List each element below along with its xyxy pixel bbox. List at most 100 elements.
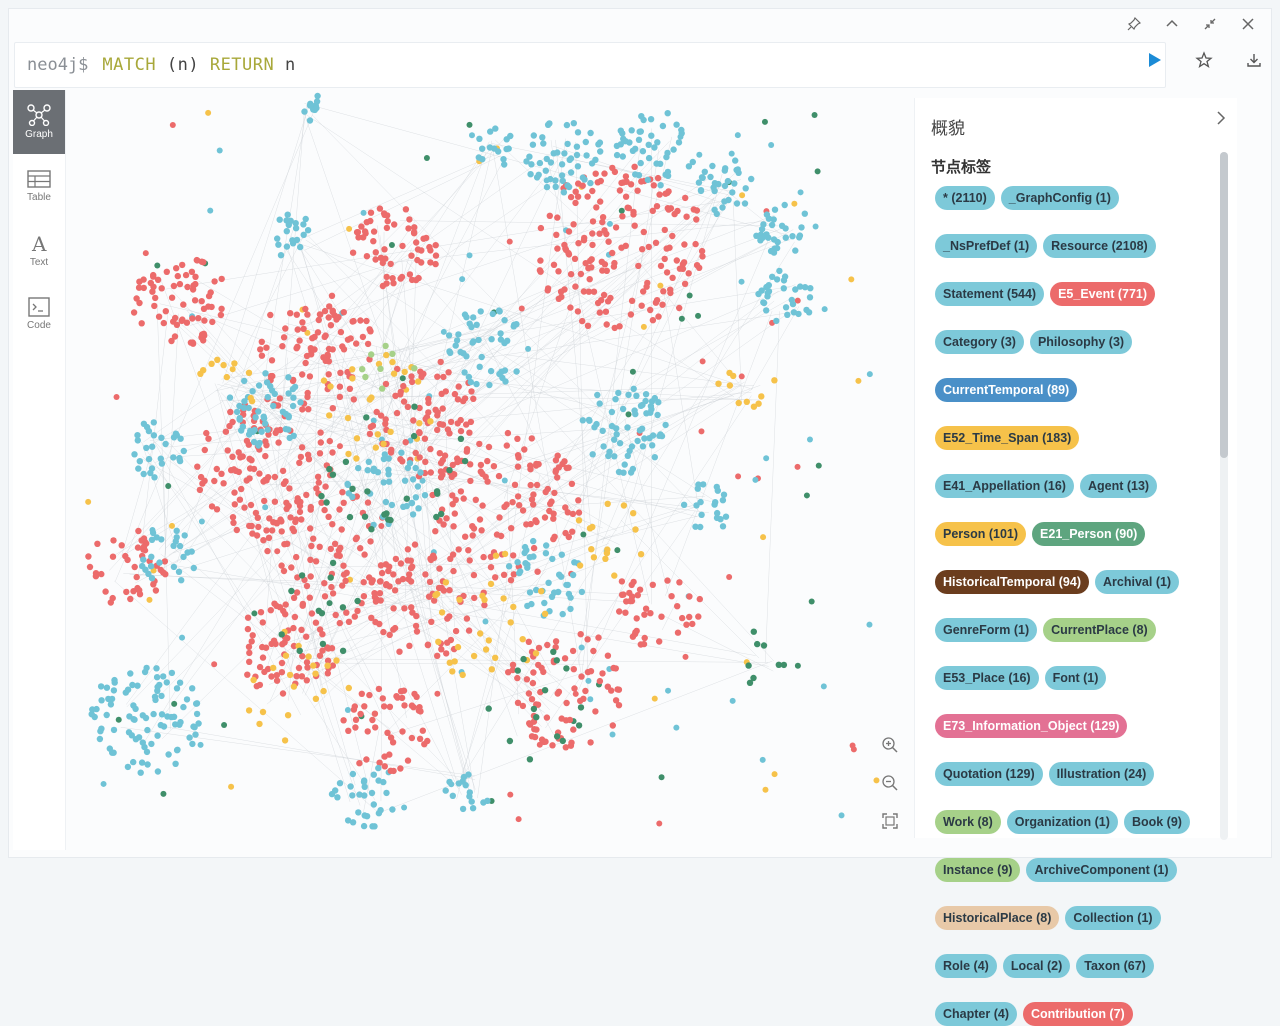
graph-node[interactable] — [446, 467, 452, 473]
graph-node[interactable] — [551, 490, 557, 496]
graph-node[interactable] — [578, 704, 584, 710]
graph-node[interactable] — [389, 275, 395, 281]
graph-node[interactable] — [158, 693, 164, 699]
graph-node[interactable] — [490, 311, 496, 317]
graph-node[interactable] — [382, 255, 388, 261]
graph-node[interactable] — [682, 195, 688, 201]
graph-node[interactable] — [630, 369, 636, 375]
graph-node[interactable] — [340, 604, 346, 610]
graph-node[interactable] — [257, 682, 263, 688]
graph-node[interactable] — [782, 273, 788, 279]
graph-node[interactable] — [341, 571, 347, 577]
graph-node[interactable] — [158, 722, 164, 728]
graph-node[interactable] — [230, 366, 236, 372]
graph-node[interactable] — [807, 285, 813, 291]
graph-node[interactable] — [611, 263, 617, 269]
graph-node[interactable] — [405, 557, 411, 563]
graph-node[interactable] — [623, 173, 629, 179]
graph-node[interactable] — [580, 532, 586, 538]
graph-node[interactable] — [300, 326, 306, 332]
graph-node[interactable] — [301, 108, 307, 114]
graph-node[interactable] — [220, 362, 226, 368]
graph-node[interactable] — [589, 230, 595, 236]
graph-node[interactable] — [468, 324, 474, 330]
graph-node[interactable] — [455, 396, 461, 402]
graph-node[interactable] — [229, 419, 235, 425]
graph-node[interactable] — [366, 692, 372, 698]
graph-node[interactable] — [534, 569, 540, 575]
graph-node[interactable] — [629, 298, 635, 304]
graph-node[interactable] — [165, 483, 171, 489]
graph-node[interactable] — [291, 683, 297, 689]
graph-node[interactable] — [199, 331, 205, 337]
graph-node[interactable] — [246, 431, 252, 437]
graph-node[interactable] — [256, 470, 262, 476]
graph-node[interactable] — [298, 454, 304, 460]
graph-node[interactable] — [638, 551, 644, 557]
graph-node[interactable] — [753, 233, 759, 239]
graph-node[interactable] — [575, 240, 581, 246]
graph-node[interactable] — [321, 377, 327, 383]
graph-node[interactable] — [714, 515, 720, 521]
graph-node[interactable] — [214, 466, 220, 472]
graph-node[interactable] — [337, 384, 343, 390]
graph-node[interactable] — [547, 176, 553, 182]
graph-node[interactable] — [575, 497, 581, 503]
graph-node[interactable] — [127, 596, 133, 602]
graph-node[interactable] — [591, 289, 597, 295]
graph-node[interactable] — [456, 383, 462, 389]
graph-node[interactable] — [295, 326, 301, 332]
graph-node[interactable] — [559, 552, 565, 558]
graph-node[interactable] — [317, 311, 323, 317]
graph-node[interactable] — [134, 683, 140, 689]
graph-node[interactable] — [545, 580, 551, 586]
graph-node[interactable] — [382, 343, 388, 349]
graph-node[interactable] — [484, 798, 490, 804]
graph-node[interactable] — [269, 527, 275, 533]
graph-node[interactable] — [194, 711, 200, 717]
graph-node[interactable] — [511, 323, 517, 329]
graph-node[interactable] — [248, 502, 254, 508]
graph-node[interactable] — [446, 332, 452, 338]
graph-node[interactable] — [371, 772, 377, 778]
node-label-chip[interactable]: ArchiveComponent (1) — [1026, 858, 1176, 882]
graph-node[interactable] — [284, 541, 290, 547]
graph-node[interactable] — [580, 696, 586, 702]
graph-node[interactable] — [244, 438, 250, 444]
graph-node[interactable] — [367, 218, 373, 224]
graph-node[interactable] — [179, 635, 185, 641]
graph-node[interactable] — [345, 728, 351, 734]
graph-node[interactable] — [492, 655, 498, 661]
graph-node[interactable] — [600, 443, 606, 449]
graph-node[interactable] — [410, 511, 416, 517]
graph-node[interactable] — [407, 271, 413, 277]
graph-node[interactable] — [175, 273, 181, 279]
graph-node[interactable] — [529, 696, 535, 702]
graph-node[interactable] — [675, 630, 681, 636]
graph-node[interactable] — [346, 619, 352, 625]
graph-node[interactable] — [317, 626, 323, 632]
graph-node[interactable] — [401, 398, 407, 404]
graph-node[interactable] — [415, 246, 421, 252]
graph-node[interactable] — [508, 619, 514, 625]
graph-node[interactable] — [568, 169, 574, 175]
graph-node[interactable] — [523, 547, 529, 553]
graph-node[interactable] — [427, 446, 433, 452]
graph-node[interactable] — [346, 226, 352, 232]
graph-node[interactable] — [569, 529, 575, 535]
graph-node[interactable] — [336, 506, 342, 512]
graph-node[interactable] — [317, 429, 323, 435]
graph-node[interactable] — [160, 673, 166, 679]
graph-node[interactable] — [218, 306, 224, 312]
graph-node[interactable] — [154, 263, 160, 269]
graph-node[interactable] — [361, 593, 367, 599]
node-label-chip[interactable]: E52_Time_Span (183) — [935, 426, 1079, 450]
graph-node[interactable] — [638, 403, 644, 409]
graph-node[interactable] — [352, 724, 358, 730]
node-label-chip[interactable]: Resource (2108) — [1043, 234, 1156, 258]
graph-node[interactable] — [798, 189, 804, 195]
graph-node[interactable] — [774, 276, 780, 282]
graph-node[interactable] — [361, 779, 367, 785]
graph-node[interactable] — [613, 665, 619, 671]
graph-node[interactable] — [734, 200, 740, 206]
